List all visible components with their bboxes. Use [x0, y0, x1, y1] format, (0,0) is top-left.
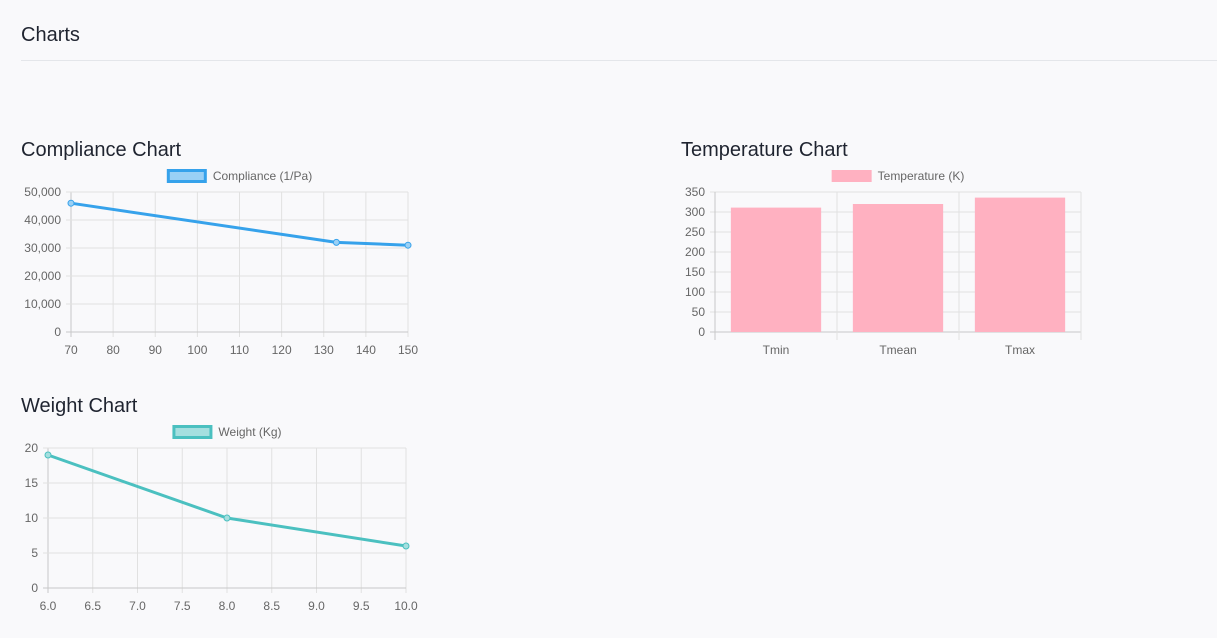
temperature-y-tick-label: 200 [685, 245, 705, 259]
weight-data-point [402, 542, 410, 550]
temperature-y-tick-label: 0 [698, 325, 705, 339]
weight-data-point [44, 451, 52, 459]
weight-x-tick-label: 6.0 [40, 599, 57, 613]
temperature-x-tick-label: Tmin [763, 343, 790, 357]
weight-y-tick-label: 5 [31, 546, 38, 560]
compliance-y-tick-label: 40,000 [24, 213, 61, 227]
weight-x-tick-label: 8.5 [263, 599, 280, 613]
compliance-chart-section: Compliance Chart 70 80 90 100 110 120 130 140 15… [21, 137, 421, 367]
temperature-chart-section: Temperature Chart 0 50 100 150 200 250 300 350 T… [681, 137, 1101, 367]
page-header: Charts [21, 22, 1217, 48]
weight-chart-title: Weight Chart [21, 395, 138, 417]
compliance-data-point [67, 199, 75, 207]
weight-y-tick-label: 20 [25, 441, 39, 455]
compliance-y-tick-label: 20,000 [24, 269, 61, 283]
temperature-legend-label: Temperature (K) [878, 169, 965, 183]
weight-x-tick-label: 7.0 [129, 599, 146, 613]
weight-x-tick-label: 10.0 [394, 599, 418, 613]
compliance-chart: 70 80 90 100 110 120 130 140 150 0 10,000 20,000 30,… [24, 169, 418, 357]
temperature-bar [974, 197, 1066, 332]
compliance-x-tick-label: 140 [356, 343, 376, 357]
compliance-x-tick-label: 80 [106, 343, 120, 357]
compliance-y-tick-label: 10,000 [24, 297, 61, 311]
temperature-y-tick-label: 300 [685, 205, 705, 219]
temperature-x-tick-label: Tmean [879, 343, 916, 357]
temperature-y-tick-label: 150 [685, 265, 705, 279]
weight-x-tick-label: 9.0 [308, 599, 325, 613]
compliance-data-point [404, 241, 412, 249]
temperature-y-tick-label: 100 [685, 285, 705, 299]
weight-x-tick-label: 7.5 [174, 599, 191, 613]
compliance-x-tick-label: 120 [272, 343, 292, 357]
weight-data-point [223, 514, 231, 522]
weight-x-tick-label: 6.5 [84, 599, 101, 613]
weight-chart-section: Weight Chart 6.0 6.5 7.0 7.5 8.0 8.5 9.0 9.5 10.… [21, 393, 421, 623]
weight-y-tick-label: 10 [25, 511, 39, 525]
page-title: Charts [21, 24, 80, 46]
temperature-y-tick-label: 250 [685, 225, 705, 239]
weight-legend-label: Weight (Kg) [218, 425, 281, 439]
compliance-x-tick-label: 100 [187, 343, 207, 357]
compliance-x-tick-label: 110 [230, 343, 249, 357]
weight-x-tick-label: 8.0 [219, 599, 236, 613]
weight-y-tick-label: 15 [25, 476, 39, 490]
header-divider [21, 60, 1217, 61]
compliance-y-tick-label: 50,000 [24, 185, 61, 199]
compliance-x-tick-label: 150 [398, 343, 418, 357]
compliance-x-tick-label: 90 [149, 343, 163, 357]
compliance-legend-label: Compliance (1/Pa) [213, 169, 312, 183]
compliance-y-tick-label: 0 [54, 325, 61, 339]
compliance-data-point [332, 238, 340, 246]
compliance-legend-swatch [166, 169, 207, 183]
temperature-bar [852, 204, 944, 332]
temperature-y-tick-label: 350 [685, 185, 705, 199]
temperature-bar [730, 207, 822, 332]
compliance-y-tick-label: 30,000 [24, 241, 61, 255]
weight-legend-swatch [172, 425, 213, 439]
weight-x-tick-label: 9.5 [353, 599, 370, 613]
temperature-x-tick-label: Tmax [1005, 343, 1035, 357]
temperature-chart: 0 50 100 150 200 250 300 350 Tmin Tmean Tmax Temper… [685, 169, 1082, 357]
temperature-legend-swatch [831, 170, 872, 182]
weight-y-tick-label: 0 [31, 581, 38, 595]
weight-chart: 6.0 6.5 7.0 7.5 8.0 8.5 9.0 9.5 10.0 0 5 10 15 20 Weig… [25, 425, 418, 613]
compliance-x-tick-label: 130 [314, 343, 334, 357]
temperature-chart-title: Temperature Chart [681, 139, 848, 161]
compliance-chart-title: Compliance Chart [21, 139, 182, 161]
temperature-y-tick-label: 50 [692, 305, 706, 319]
compliance-x-tick-label: 70 [64, 343, 78, 357]
